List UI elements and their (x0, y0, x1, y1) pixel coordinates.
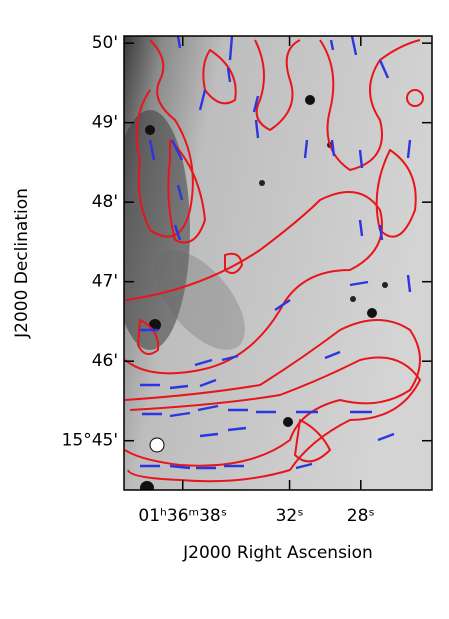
contours (124, 39, 424, 483)
sky-image (124, 36, 432, 490)
x-tick-label: 32ˢ (276, 506, 304, 526)
y-tick-label: 50' (92, 33, 118, 53)
y-tick-label: 47' (92, 272, 118, 292)
x-tick-label: 01ʰ36ᵐ38ˢ (138, 506, 227, 526)
y-tick-label: 49' (92, 113, 118, 133)
beam (149, 437, 165, 453)
plot-frame (123, 35, 433, 491)
y-axis-label: J2000 Declination (12, 188, 32, 339)
y-tick-label: 15°45' (62, 431, 118, 451)
y-tick-label: 48' (92, 192, 118, 212)
y-tick-label: 46' (92, 351, 118, 371)
x-tick-label: 28ˢ (347, 506, 375, 526)
x-axis-label: J2000 Right Ascension (182, 543, 373, 563)
polarization-vectors (140, 36, 412, 470)
